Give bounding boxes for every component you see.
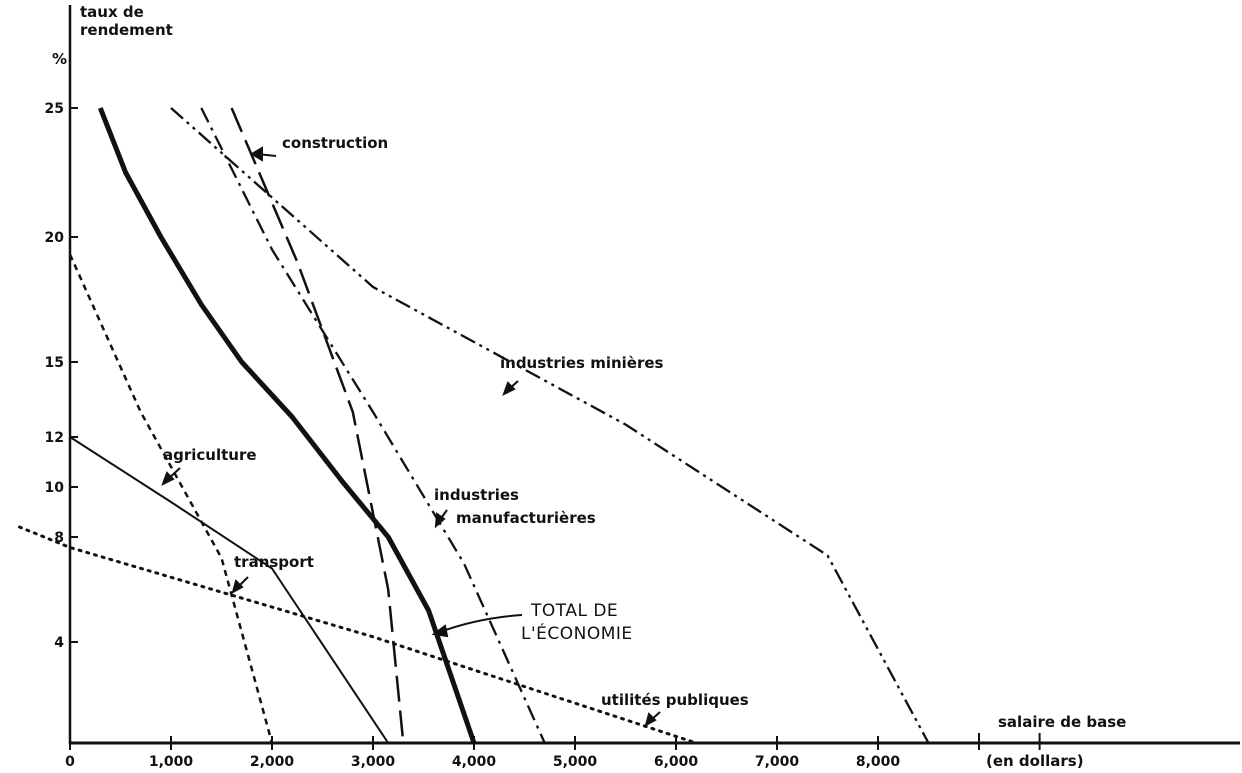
annotation-industries-line2: manufacturières [456,509,596,527]
y-tick-label: 4 [54,635,64,651]
ticks: 0 1,000 2,000 3,000 4,000 5,000 6,000 7,000 8,00… [45,101,1041,770]
x-tick-label: 6,000 [654,754,699,770]
y-tick-label: 12 [45,430,64,446]
x-tick-label: 2,000 [250,754,295,770]
x-tick-label: 7,000 [755,754,800,770]
arrow-industries [434,509,448,529]
y-axis-label-line1: taux de [80,3,144,21]
x-tick-label: 1,000 [149,754,194,770]
series-line-long-dash [230,107,405,744]
arrow-agriculture [161,467,181,487]
series-line-dash-dot [200,107,546,744]
arrow-utilites-publiques [644,711,661,728]
arrow-industries-minieres [502,380,519,397]
annotation-agriculture: agriculture [163,446,257,464]
x-axis-label-line1: salaire de base [998,713,1126,731]
series-line-thick-solid [97,107,477,744]
annotation-construction: construction [282,134,388,152]
y-tick-label: 10 [45,480,65,496]
series-line-short-dash [68,253,274,744]
x-tick-label: 0 [65,754,75,770]
annotation-total-line2: L'ÉCONOMIE [521,622,633,644]
annotation-industries-line1: industries [434,486,519,504]
series-line-dotted [18,525,698,745]
annotation-industries-minieres: industries minières [500,354,664,372]
arrow-total [431,614,523,638]
axes [68,5,1240,745]
arrow-construction [250,146,277,162]
x-axis-label-line2: (en dollars) [986,752,1084,770]
x-tick-label: 8,000 [856,754,901,770]
y-tick-label: 25 [45,101,64,117]
annotation-utilites-publiques: utilités publiques [601,691,749,709]
arrow-transport [231,576,249,595]
annotation-transport: transport [234,553,314,571]
annotation-total-line1: TOTAL DE [530,601,618,621]
x-tick-label: 3,000 [351,754,396,770]
y-tick-label: 20 [45,230,65,246]
series-line-thin-solid [69,436,390,744]
series [18,107,930,745]
y-axis-label-unit: % [52,50,67,68]
series-line-dash-dot-dot [170,107,930,744]
y-tick-label: 15 [45,355,64,371]
annotation-arrows [161,146,661,728]
y-axis-label-line2: rendement [80,21,173,39]
y-tick-label: 8 [54,530,64,546]
x-tick-label: 4,000 [452,754,497,770]
x-tick-label: 5,000 [553,754,598,770]
